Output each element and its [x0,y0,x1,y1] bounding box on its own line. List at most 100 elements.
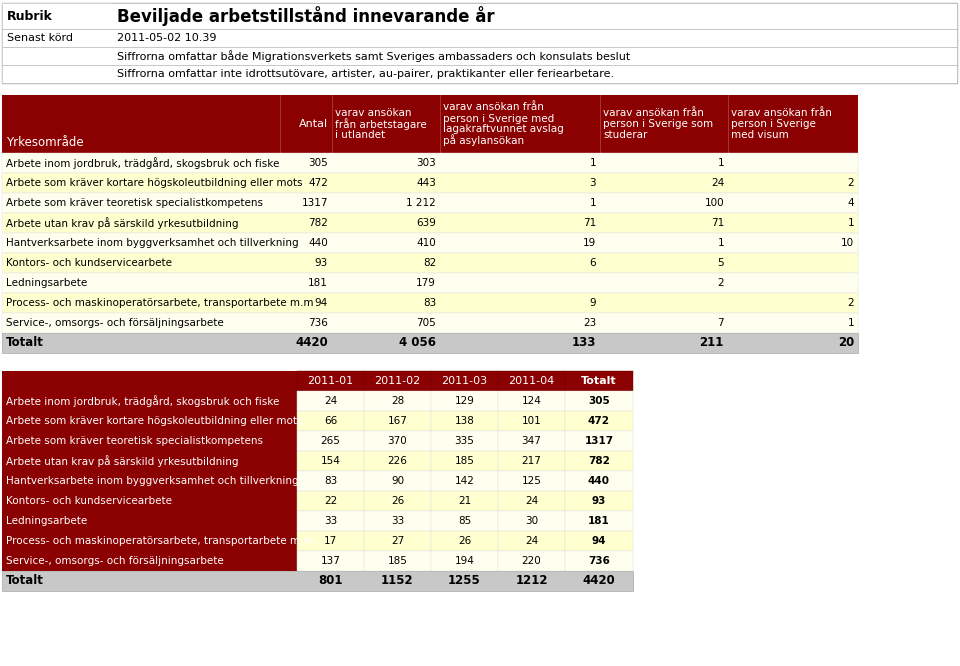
Text: 33: 33 [391,516,404,526]
Text: 2011-04: 2011-04 [509,376,555,386]
Text: Kontors- och kundservicearbete: Kontors- och kundservicearbete [6,496,172,506]
Bar [498,431,565,451]
Bar [364,451,431,471]
Text: 66: 66 [324,416,337,426]
Bar [565,471,633,491]
Text: 24: 24 [525,496,539,506]
Bar [364,551,431,571]
Text: 28: 28 [391,396,404,406]
Text: 1317: 1317 [301,198,328,208]
Text: 167: 167 [388,416,407,426]
Text: 7: 7 [717,318,724,328]
Bar [498,371,565,391]
Text: 220: 220 [521,556,541,566]
Bar [2,153,858,173]
Text: 129: 129 [455,396,474,406]
Bar [431,391,498,411]
Bar [498,531,565,551]
Text: Siffrorna omfattar både Migrationsverkets samt Sveriges ambassaders och konsulat: Siffrorna omfattar både Migrationsverket… [117,50,631,62]
Bar [297,451,364,471]
Text: 22: 22 [324,496,337,506]
Text: Hantverksarbete inom byggverksamhet och tillverkning: Hantverksarbete inom byggverksamhet och … [6,476,299,486]
Text: 20: 20 [838,336,854,350]
Text: 639: 639 [416,218,436,228]
Bar [297,471,364,491]
Text: 1 212: 1 212 [406,198,436,208]
Bar [431,511,498,531]
Text: 185: 185 [455,456,474,466]
Text: 4420: 4420 [583,575,615,587]
Text: Arbete utan krav på särskild yrkesutbildning: Arbete utan krav på särskild yrkesutbild… [6,455,238,467]
Text: 5: 5 [717,258,724,268]
Bar [2,253,858,273]
Text: från arbetstagare: från arbetstagare [335,118,427,130]
Bar [498,551,565,571]
Text: 226: 226 [388,456,407,466]
Text: 305: 305 [588,396,610,406]
Text: 1317: 1317 [585,436,613,446]
Bar [2,47,957,65]
Bar [297,371,364,391]
Text: lagakraftvunnet avslag: lagakraftvunnet avslag [443,125,564,135]
Bar [297,391,364,411]
Text: Arbete inom jordbruk, trädgård, skogsbruk och fiske: Arbete inom jordbruk, trädgård, skogsbru… [6,157,279,169]
Bar [431,531,498,551]
Text: 33: 33 [324,516,337,526]
Bar [2,95,858,153]
Bar [2,173,858,193]
Bar [498,411,565,431]
Bar [2,273,858,293]
Text: varav ansökan: varav ansökan [335,108,412,118]
Text: 85: 85 [458,516,471,526]
Bar [565,511,633,531]
Bar [431,451,498,471]
Text: 1212: 1212 [516,575,548,587]
Text: 1152: 1152 [381,575,414,587]
Bar [565,551,633,571]
Text: 4: 4 [848,198,854,208]
Text: i utlandet: i utlandet [335,130,385,140]
Text: 179: 179 [416,278,436,288]
Bar [297,531,364,551]
Text: varav ansökan från: varav ansökan från [443,103,544,113]
Text: 305: 305 [308,158,328,168]
Bar [498,511,565,531]
Text: Totalt: Totalt [581,376,617,386]
Text: 1: 1 [848,318,854,328]
Text: person i Sverige som: person i Sverige som [603,119,713,129]
Text: Service-, omsorgs- och försäljningsarbete: Service-, omsorgs- och försäljningsarbet… [6,556,224,566]
Bar [364,391,431,411]
Text: 736: 736 [308,318,328,328]
Text: 1: 1 [717,158,724,168]
Bar [431,371,498,391]
Text: 2: 2 [848,298,854,308]
Text: studerar: studerar [603,130,647,140]
Text: 265: 265 [321,436,341,446]
Bar [364,371,431,391]
Bar [565,531,633,551]
Bar [431,431,498,451]
Text: person i Sverige: person i Sverige [731,119,816,129]
Text: 736: 736 [588,556,610,566]
Text: 142: 142 [455,476,474,486]
Text: 2011-03: 2011-03 [442,376,488,386]
Bar [2,411,297,431]
Text: Senast körd: Senast körd [7,33,73,43]
Text: 26: 26 [458,536,471,546]
Text: Arbete som kräver kortare högskoleutbildning eller mots: Arbete som kräver kortare högskoleutbild… [6,416,302,426]
Text: 4420: 4420 [296,336,328,350]
Bar [2,3,957,29]
Text: på asylansökan: på asylansökan [443,135,524,147]
Text: 83: 83 [422,298,436,308]
Text: 1: 1 [589,198,596,208]
Bar [2,3,957,83]
Text: 100: 100 [705,198,724,208]
Text: 705: 705 [417,318,436,328]
Text: 154: 154 [321,456,341,466]
Bar [2,213,858,233]
Bar [2,531,297,551]
Bar [2,551,297,571]
Text: 137: 137 [321,556,341,566]
Bar [565,431,633,451]
Bar [364,431,431,451]
